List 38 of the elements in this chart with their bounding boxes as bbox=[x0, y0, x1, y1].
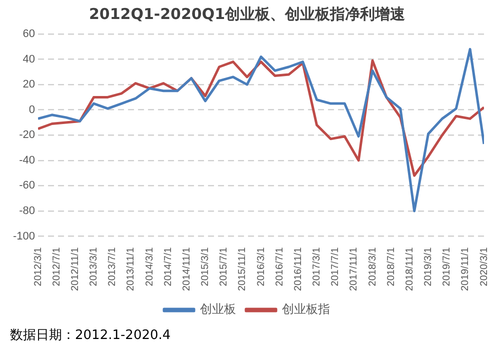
y-tick-label: -60 bbox=[19, 180, 36, 192]
x-tick-label: 2015/3/1 bbox=[200, 246, 212, 286]
x-tick-label: 2012/3/1 bbox=[32, 246, 44, 286]
x-tick-label: 2015/11/1 bbox=[237, 246, 248, 292]
y-tick-label: 20 bbox=[22, 78, 36, 91]
x-tick-label: 2013/3/1 bbox=[88, 246, 100, 286]
x-tick-label: 2013/7/1 bbox=[107, 246, 118, 286]
y-tick-label: 0 bbox=[28, 104, 36, 116]
x-tick-label: 2014/11/1 bbox=[181, 246, 192, 292]
y-tick-label: 60 bbox=[22, 28, 36, 40]
chart-title: 2012Q1-2020Q1创业板、创业板指净利增速 bbox=[88, 4, 406, 23]
legend-label: 创业板 bbox=[200, 302, 236, 316]
x-tick-label: 2018/3/1 bbox=[367, 246, 378, 286]
y-tick-label: -20 bbox=[19, 129, 36, 142]
x-tick-label: 2013/11/1 bbox=[126, 246, 137, 292]
x-tick-label: 2018/11/1 bbox=[404, 246, 416, 292]
x-tick-label: 2019/7/1 bbox=[442, 246, 453, 286]
x-tick-label: 2016/11/1 bbox=[292, 246, 304, 292]
x-tick-label: 2015/7/1 bbox=[218, 246, 230, 286]
x-tick-label: 2019/3/1 bbox=[423, 246, 434, 286]
x-tick-label: 2017/7/1 bbox=[330, 246, 342, 286]
x-tick-label: 2016/7/1 bbox=[274, 246, 286, 286]
x-tick-label: 2014/7/1 bbox=[162, 246, 174, 286]
x-tick-label: 2020/3/1 bbox=[478, 246, 490, 286]
y-tick-label: -40 bbox=[19, 154, 36, 166]
legend-label: 创业板指 bbox=[282, 302, 330, 316]
y-tick-label: -100 bbox=[12, 230, 36, 242]
x-tick-label: 2019/11/1 bbox=[460, 246, 472, 292]
x-tick-label: 2012/11/1 bbox=[70, 246, 81, 292]
x-tick-label: 2014/3/1 bbox=[144, 246, 156, 286]
x-tick-label: 2012/7/1 bbox=[51, 246, 62, 286]
x-tick-label: 2017/11/1 bbox=[348, 246, 360, 292]
x-tick-label: 2018/7/1 bbox=[386, 246, 397, 286]
y-tick-label: -80 bbox=[19, 205, 36, 218]
y-tick-label: 40 bbox=[22, 53, 36, 66]
text: 数据日期：2012.1-2020.4 bbox=[9, 327, 172, 344]
x-tick-label: 2017/3/1 bbox=[312, 246, 323, 286]
x-tick-label: 2016/3/1 bbox=[256, 246, 267, 286]
